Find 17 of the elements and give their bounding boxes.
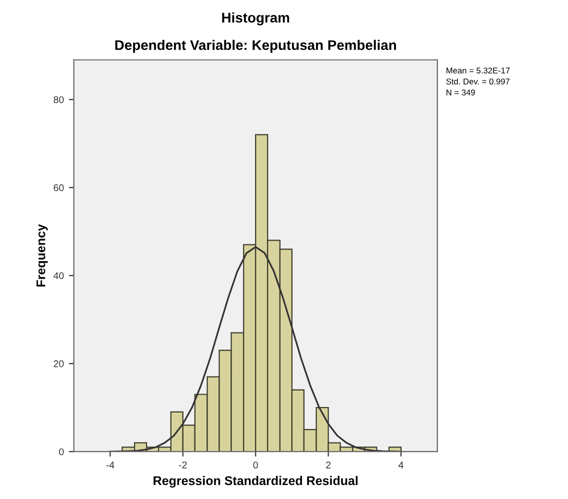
x-tick-label: -2 — [179, 462, 187, 468]
y-tick-label: 80 — [54, 96, 64, 104]
y-tick-label: 40 — [54, 272, 64, 280]
y-axis-title: Frequency — [36, 224, 48, 287]
y-tick-label: 60 — [54, 184, 64, 192]
text: Mean = 5.32E-17 — [446, 68, 510, 74]
text: Std. Dev. = 0.997 — [446, 78, 510, 84]
x-tick-label: 4 — [398, 462, 404, 468]
x-tick-label: 2 — [326, 462, 331, 468]
y-tick-label: 0 — [59, 448, 64, 456]
x-tick-label: -4 — [106, 462, 114, 468]
x-tick-label: 0 — [253, 462, 258, 468]
chart-title: Histogram — [222, 12, 290, 26]
x-axis-title: Regression Standardized Residual — [154, 476, 358, 488]
y-tick-label: 20 — [54, 360, 64, 368]
text: N = 349 — [446, 90, 475, 96]
chart-subtitle: Dependent Variable: Keputusan Pembelian — [115, 40, 396, 53]
